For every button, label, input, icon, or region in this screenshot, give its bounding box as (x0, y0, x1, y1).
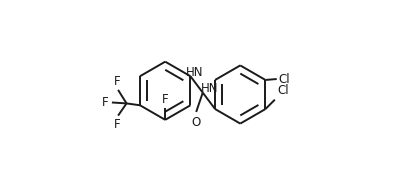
Text: Cl: Cl (277, 84, 289, 97)
Text: F: F (114, 118, 121, 131)
Text: Cl: Cl (279, 73, 291, 85)
Text: F: F (114, 75, 121, 88)
Text: HN: HN (201, 82, 218, 95)
Text: HN: HN (186, 66, 204, 79)
Text: F: F (102, 96, 109, 109)
Text: F: F (162, 93, 168, 106)
Text: O: O (191, 116, 201, 129)
